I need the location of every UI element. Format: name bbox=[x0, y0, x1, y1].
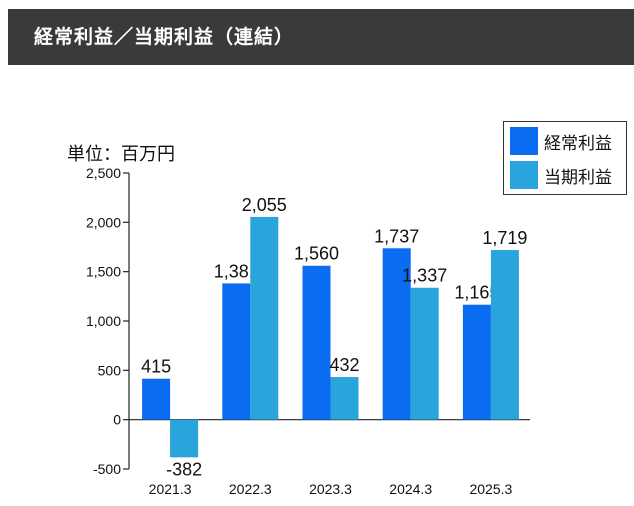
bar bbox=[490, 250, 519, 420]
y-tick-label: -500 bbox=[93, 461, 121, 477]
legend-swatch bbox=[510, 127, 538, 155]
page-title: 経常利益／当期利益（連結） bbox=[34, 26, 295, 48]
x-tick-label: 2024.3 bbox=[389, 481, 432, 497]
data-label: 415 bbox=[141, 357, 171, 377]
bar bbox=[302, 265, 331, 420]
data-label: 2,055 bbox=[242, 195, 287, 215]
x-tick-label: 2022.3 bbox=[229, 481, 272, 497]
legend-item-net-profit: 当期利益 bbox=[510, 160, 612, 190]
y-tick-label: 500 bbox=[98, 362, 122, 378]
legend-swatch bbox=[510, 161, 538, 189]
legend-item-ordinary-profit: 経常利益 bbox=[510, 126, 612, 156]
data-label: 1,337 bbox=[402, 266, 447, 286]
y-tick-label: 2,500 bbox=[86, 165, 121, 181]
y-tick-label: 1,500 bbox=[86, 264, 121, 280]
bar bbox=[410, 287, 439, 420]
bar bbox=[382, 248, 411, 420]
unit-label: 単位：百万円 bbox=[67, 144, 175, 165]
y-tick-label: 1,000 bbox=[86, 313, 121, 329]
title-bar: 経常利益／当期利益（連結） bbox=[8, 9, 634, 65]
data-label: 1,560 bbox=[294, 244, 339, 264]
data-label: 1,381 bbox=[214, 261, 259, 281]
data-label: 1,165 bbox=[454, 283, 499, 303]
data-label: 432 bbox=[329, 355, 359, 375]
x-tick-label: 2023.3 bbox=[309, 481, 352, 497]
data-label: -382 bbox=[166, 459, 202, 479]
bar bbox=[142, 378, 171, 420]
legend-label: 当期利益 bbox=[544, 167, 612, 188]
bar bbox=[250, 216, 279, 420]
y-tick-label: 0 bbox=[113, 412, 121, 428]
y-tick-label: 2,000 bbox=[86, 214, 121, 230]
x-tick-label: 2021.3 bbox=[149, 481, 192, 497]
bar bbox=[462, 304, 491, 420]
data-label: 1,719 bbox=[482, 228, 527, 248]
bar bbox=[170, 419, 199, 458]
legend: 経常利益 当期利益 bbox=[503, 121, 627, 195]
data-label: 1,737 bbox=[374, 226, 419, 246]
bar bbox=[330, 377, 359, 420]
x-tick-label: 2025.3 bbox=[469, 481, 512, 497]
bar bbox=[222, 283, 251, 420]
legend-label: 経常利益 bbox=[544, 133, 612, 154]
